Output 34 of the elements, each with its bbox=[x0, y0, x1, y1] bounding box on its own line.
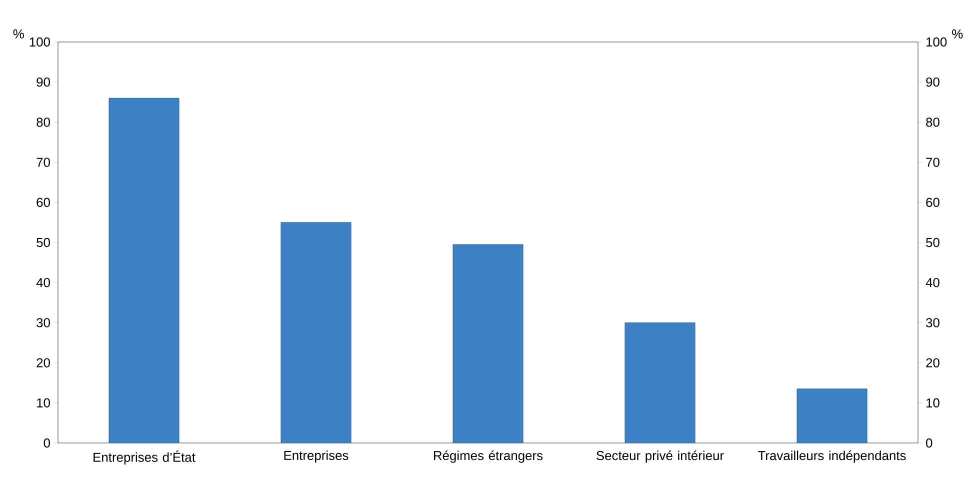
x-tick-label: Entreprises bbox=[284, 450, 348, 463]
y-tick-label: 30 bbox=[36, 318, 50, 328]
y2-tick-label: 50 bbox=[926, 238, 940, 248]
x-tick-label: Secteur privé intérieur bbox=[596, 450, 724, 463]
y-tick-label: 50 bbox=[36, 238, 50, 248]
y2-tick-label: 30 bbox=[926, 318, 940, 328]
y2-tick-label: 40 bbox=[926, 278, 940, 288]
y2-tick-label: 90 bbox=[926, 78, 940, 87]
x-tick-label: Travailleurs indépendants bbox=[758, 450, 906, 463]
bar bbox=[624, 322, 696, 443]
y2-tick-label: 60 bbox=[926, 198, 940, 207]
y-tick-label: 0 bbox=[44, 438, 50, 448]
y2-axis-title: % bbox=[952, 29, 963, 38]
y-tick-label: 60 bbox=[36, 198, 50, 207]
y-axis-title: % bbox=[13, 29, 24, 38]
y2-tick-label: 0 bbox=[926, 438, 932, 448]
y2-tick-label: 80 bbox=[926, 118, 940, 127]
y-tick-label: 80 bbox=[36, 118, 50, 127]
y2-tick-label: 20 bbox=[926, 358, 940, 368]
y2-tick-label: 100 bbox=[926, 37, 947, 47]
y-tick-label: 40 bbox=[36, 278, 50, 288]
y-tick-label: 10 bbox=[37, 398, 50, 408]
x-tick-label: Entreprises d’État bbox=[94, 450, 196, 464]
y-tick-label: 20 bbox=[36, 358, 50, 368]
y2-tick-label: 70 bbox=[926, 158, 940, 167]
y2-tick-label: 10 bbox=[926, 398, 940, 408]
x-tick-label: Régimes étrangers bbox=[434, 450, 543, 463]
bar bbox=[452, 244, 524, 443]
y-tick-label: 90 bbox=[36, 78, 50, 87]
bar bbox=[108, 98, 180, 443]
y-tick-label: 70 bbox=[36, 158, 50, 167]
bar bbox=[796, 388, 868, 443]
y-tick-label: 100 bbox=[30, 37, 50, 47]
bar bbox=[280, 222, 352, 443]
